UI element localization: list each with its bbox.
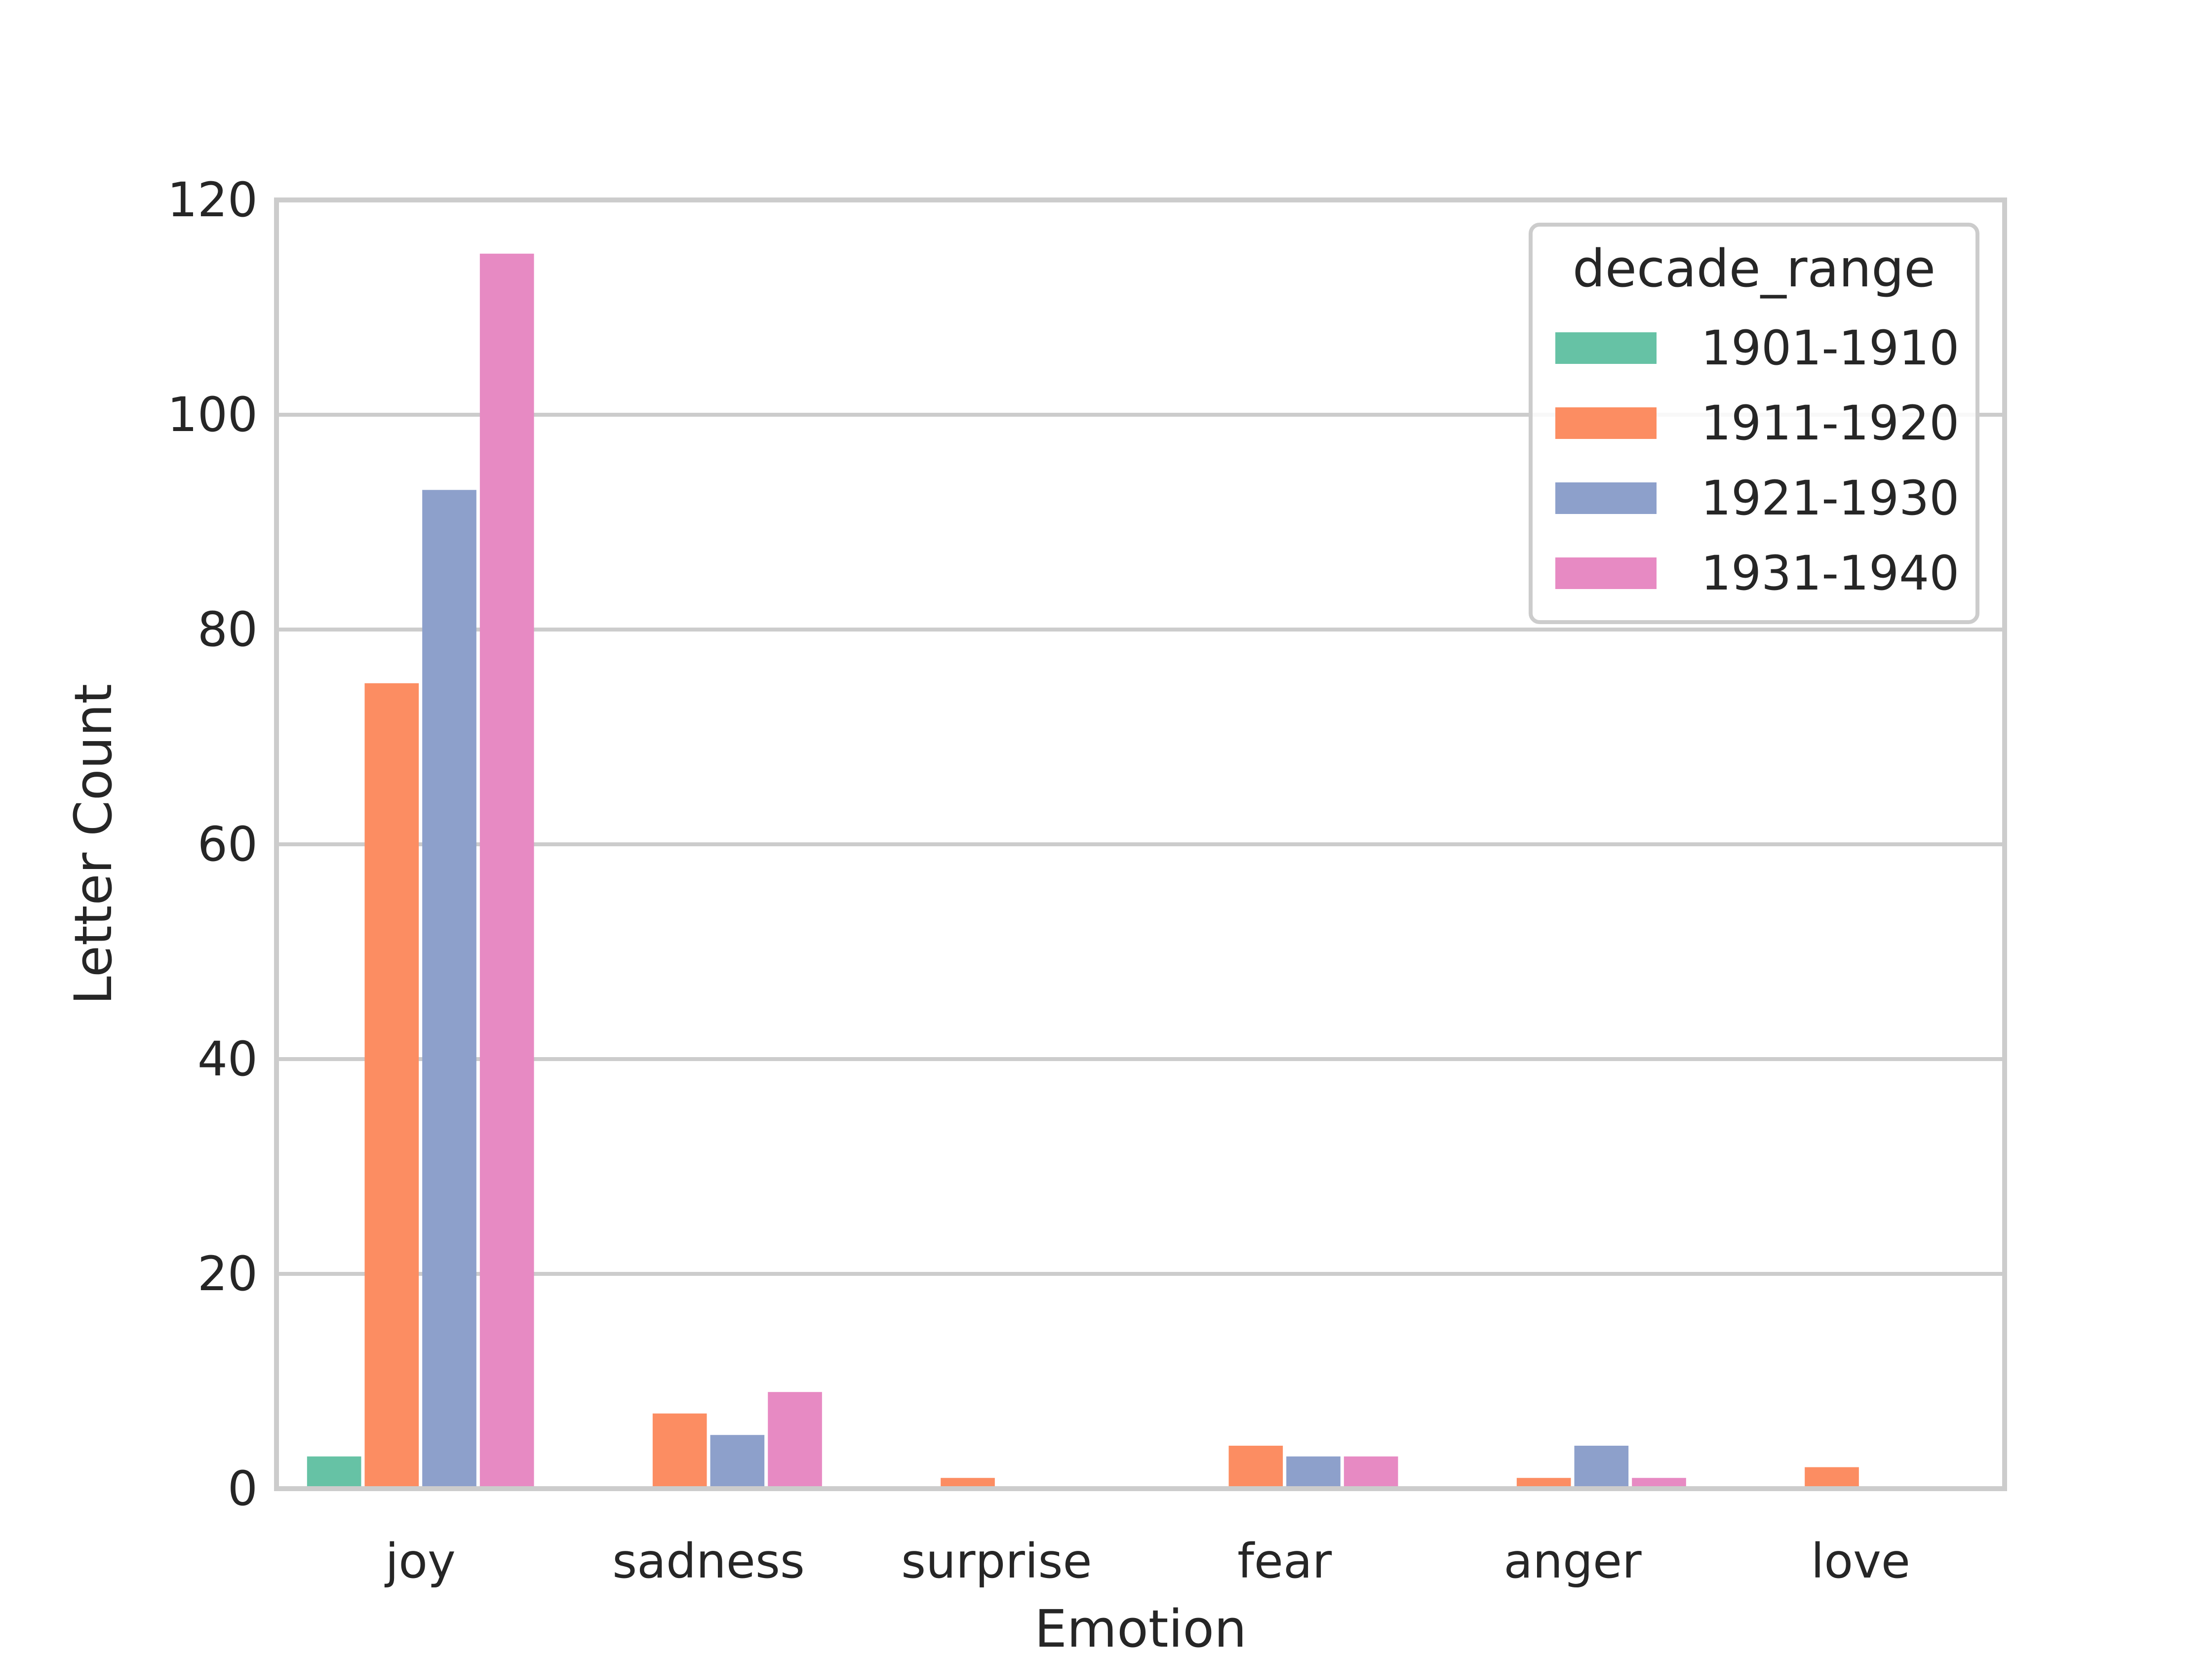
bar-joy-1911-1920 (364, 683, 419, 1489)
bar-fear-1921-1930 (1286, 1456, 1341, 1489)
x-tick-label-surprise: surprise (901, 1534, 1092, 1589)
legend-label-1921-1930: 1921-1930 (1701, 471, 1959, 526)
bar-anger-1921-1930 (1574, 1446, 1629, 1489)
bar-love-1911-1920 (1805, 1467, 1859, 1489)
x-axis-label: Emotion (1034, 1599, 1247, 1659)
legend-swatch-1931-1940 (1555, 557, 1657, 589)
y-axis-label: Letter Count (63, 684, 123, 1005)
y-tick-label: 20 (198, 1246, 258, 1302)
plot-frame (274, 198, 2007, 1491)
bar-joy-1921-1930 (422, 490, 476, 1489)
legend-box (1529, 223, 1979, 624)
y-tick-label: 120 (167, 172, 258, 228)
legend-swatch-1911-1920 (1555, 407, 1657, 439)
legend: decade_range 1901-1910 1911-1920 1921-1930… (1529, 223, 1979, 624)
bar-surprise-1911-1920 (941, 1478, 995, 1489)
legend-title: decade_range (1573, 238, 1936, 299)
bar-sadness-1931-1940 (768, 1392, 822, 1489)
bar-fear-1931-1940 (1343, 1456, 1398, 1489)
y-tick-label: 100 (167, 387, 258, 442)
bars (307, 253, 1859, 1489)
legend-label-1901-1910: 1901-1910 (1701, 320, 1959, 376)
x-tick-label-sadness: sadness (612, 1534, 805, 1589)
x-tick-labels: joy sadness surprise fear anger love (385, 1534, 1910, 1589)
y-tick-label: 40 (198, 1031, 258, 1087)
y-tick-label: 0 (228, 1461, 258, 1516)
y-tick-label: 60 (198, 817, 258, 872)
bar-sadness-1911-1920 (652, 1413, 707, 1489)
bar-sadness-1921-1930 (710, 1435, 765, 1489)
x-tick-label-fear: fear (1237, 1534, 1332, 1589)
bar-anger-1911-1920 (1516, 1478, 1571, 1489)
bar-fear-1911-1920 (1228, 1446, 1283, 1489)
legend-items: 1901-1910 1911-1920 1921-1930 1931-1940 (1555, 320, 1959, 601)
bar-joy-1901-1910 (307, 1456, 361, 1489)
x-tick-label-love: love (1811, 1534, 1910, 1589)
bar-joy-1931-1940 (479, 253, 534, 1489)
y-tick-labels: 0 20 40 60 80 100 120 (167, 172, 258, 1516)
x-tick-label-joy: joy (385, 1534, 456, 1589)
legend-label-1911-1920: 1911-1920 (1701, 395, 1959, 451)
x-tick-label-anger: anger (1503, 1534, 1642, 1589)
legend-swatch-1901-1910 (1555, 332, 1657, 364)
bar-anger-1931-1940 (1632, 1478, 1686, 1489)
legend-swatch-1921-1930 (1555, 482, 1657, 514)
y-tick-label: 80 (198, 602, 258, 657)
legend-label-1931-1940: 1931-1940 (1701, 546, 1959, 601)
